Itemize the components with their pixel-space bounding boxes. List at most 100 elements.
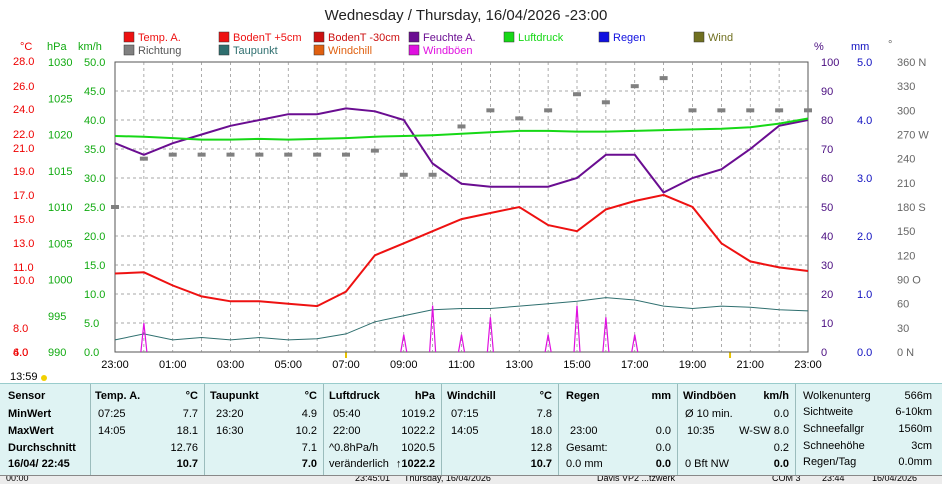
tick-kmh: 50.0 bbox=[84, 57, 105, 69]
stats-windchill-column: Windchill °C 07:15 7.8 14:05 18.0 12.8 1… bbox=[441, 384, 559, 476]
series-richtung-point bbox=[168, 152, 177, 157]
series-richtung-point bbox=[804, 108, 812, 113]
luftdruck-trend: ^0.8hPa/h bbox=[329, 442, 379, 454]
tick-degrees: 0 N bbox=[897, 347, 914, 359]
series-windboen-spike bbox=[544, 334, 552, 353]
tick-degrees: 180 S bbox=[897, 202, 926, 214]
taupunkt-avg: 7.1 bbox=[301, 442, 317, 454]
tick-celsius: 24.0 bbox=[13, 104, 34, 116]
series-richtung-point bbox=[630, 84, 639, 89]
weather-label: Schneehöhe bbox=[803, 440, 865, 452]
minwert-label: MinWert bbox=[8, 408, 52, 420]
tick-kmh: 30.0 bbox=[84, 173, 105, 185]
weather-value: 3cm bbox=[911, 440, 932, 452]
series-richtung-point bbox=[659, 76, 668, 81]
windboen-header: Windböen bbox=[683, 390, 737, 402]
legend-label-regen: Regen bbox=[613, 32, 645, 44]
stats-temp-column: Temp. A. °C 07:25 7.7 14:05 18.1 12.76 1… bbox=[90, 384, 205, 476]
tick-celsius: 19.0 bbox=[13, 166, 34, 178]
series-line-luftdruck bbox=[114, 117, 809, 141]
status-item: 23:44 bbox=[822, 475, 845, 483]
windboen-max: W-SW 8.0 bbox=[739, 425, 789, 437]
legend-swatch-taupunkt bbox=[218, 44, 230, 56]
tick-time: 13:00 bbox=[505, 359, 533, 371]
windboen-avg-label: Ø 10 min. bbox=[685, 408, 733, 420]
legend-swatch-temp bbox=[123, 31, 135, 43]
tick-hpa: 1005 bbox=[48, 238, 72, 250]
statistics-panel: Sensor MinWert MaxWert Durchschnitt 16/0… bbox=[0, 383, 942, 476]
series-richtung-point bbox=[515, 116, 524, 121]
regen-value: 0.0 bbox=[655, 425, 671, 437]
series-richtung-point bbox=[313, 152, 322, 157]
windboen-avg: 0.0 bbox=[773, 408, 789, 420]
legend-swatch-luftdruck bbox=[503, 31, 515, 43]
series-richtung-point bbox=[486, 108, 495, 113]
tick-hpa: 1025 bbox=[48, 93, 72, 105]
stats-taupunkt-column: Taupunkt °C 23:20 4.9 16:30 10.2 7.1 7.0 bbox=[204, 384, 324, 476]
tick-time: 23:00 bbox=[101, 359, 129, 371]
tick-hpa: 990 bbox=[48, 347, 66, 359]
windchill-min-time: 07:15 bbox=[451, 408, 479, 420]
status-item: 23:45:01 bbox=[355, 475, 391, 483]
current-time-label: 13:59 bbox=[10, 371, 38, 383]
tick-celsius: 13.0 bbox=[13, 238, 34, 250]
stats-luftdruck-column: Luftdruck hPa 05:40 1019.2 22:00 1022.2 … bbox=[323, 384, 442, 476]
tick-time: 03:00 bbox=[217, 359, 245, 371]
tick-percent: 70 bbox=[821, 144, 833, 156]
tick-celsius: 10.0 bbox=[13, 275, 34, 287]
status-item: 00:00 bbox=[6, 475, 29, 483]
tick-percent: 20 bbox=[821, 289, 833, 301]
tick-time: 09:00 bbox=[390, 359, 418, 371]
tick-degrees: 30 bbox=[897, 323, 909, 335]
series-richtung-point bbox=[717, 108, 726, 113]
legend-swatch-bodent30 bbox=[313, 31, 325, 43]
tick-degrees: 300 bbox=[897, 105, 915, 117]
legend-label-feuchte: Feuchte A. bbox=[423, 32, 476, 44]
tick-degrees: 270 W bbox=[897, 130, 929, 142]
tick-kmh: 25.0 bbox=[84, 202, 105, 214]
tick-degrees: 120 bbox=[897, 250, 915, 262]
maxwert-label: MaxWert bbox=[8, 425, 54, 437]
sun-marker-icon bbox=[41, 375, 47, 381]
temp-max: 18.1 bbox=[176, 425, 198, 437]
series-richtung-point bbox=[544, 108, 553, 113]
temp-avg: 12.76 bbox=[170, 442, 198, 454]
tick-percent: 40 bbox=[821, 231, 833, 243]
luftdruck-header: Luftdruck bbox=[329, 390, 380, 402]
regen-header: Regen bbox=[566, 390, 600, 402]
tick-celsius: 8.0 bbox=[13, 323, 28, 335]
status-item: COM 3 bbox=[772, 475, 801, 483]
current-datetime-label: 16/04/ 22:45 bbox=[8, 458, 70, 470]
series-richtung-point bbox=[688, 108, 697, 113]
axis-unit-percent: % bbox=[814, 41, 824, 53]
legend-label-bodent5: BodenT +5cm bbox=[233, 32, 302, 44]
tick-kmh: 40.0 bbox=[84, 115, 105, 127]
regen-current: 0.0 bbox=[655, 458, 671, 470]
series-richtung-point bbox=[197, 152, 206, 157]
luftdruck-status: veränderlich bbox=[329, 458, 389, 470]
weather-value: 6-10km bbox=[895, 406, 932, 418]
series-windboen-spike bbox=[631, 334, 639, 353]
tick-degrees: 60 bbox=[897, 299, 909, 311]
series-richtung-point bbox=[342, 152, 350, 157]
series-line-taupunkt bbox=[114, 297, 809, 341]
tick-mm: 1.0 bbox=[857, 289, 872, 301]
windboen-current: 0.0 bbox=[773, 458, 789, 470]
tick-celsius: 11.0 bbox=[13, 262, 34, 274]
tick-celsius: 22.0 bbox=[13, 129, 34, 141]
series-richtung-point bbox=[457, 124, 466, 129]
temp-min-time: 07:25 bbox=[98, 408, 126, 420]
tick-percent: 10 bbox=[821, 318, 833, 330]
series-windboen-spike bbox=[429, 305, 437, 353]
status-item: 16/04/2026 bbox=[872, 475, 918, 483]
chart-title: Wednesday / Thursday, 16/04/2026 -23:00 bbox=[325, 7, 608, 24]
legend-label-windboen: Windböen bbox=[423, 45, 473, 57]
weather-value: 1560m bbox=[898, 423, 932, 435]
tick-degrees: 330 bbox=[897, 81, 915, 93]
axis-unit-kmh: km/h bbox=[78, 41, 102, 53]
series-richtung-point bbox=[370, 148, 379, 153]
tick-time: 05:00 bbox=[274, 359, 302, 371]
regen-time: 23:00 bbox=[570, 425, 598, 437]
series-windboen-spike bbox=[602, 317, 610, 353]
series-richtung-point bbox=[601, 100, 610, 105]
